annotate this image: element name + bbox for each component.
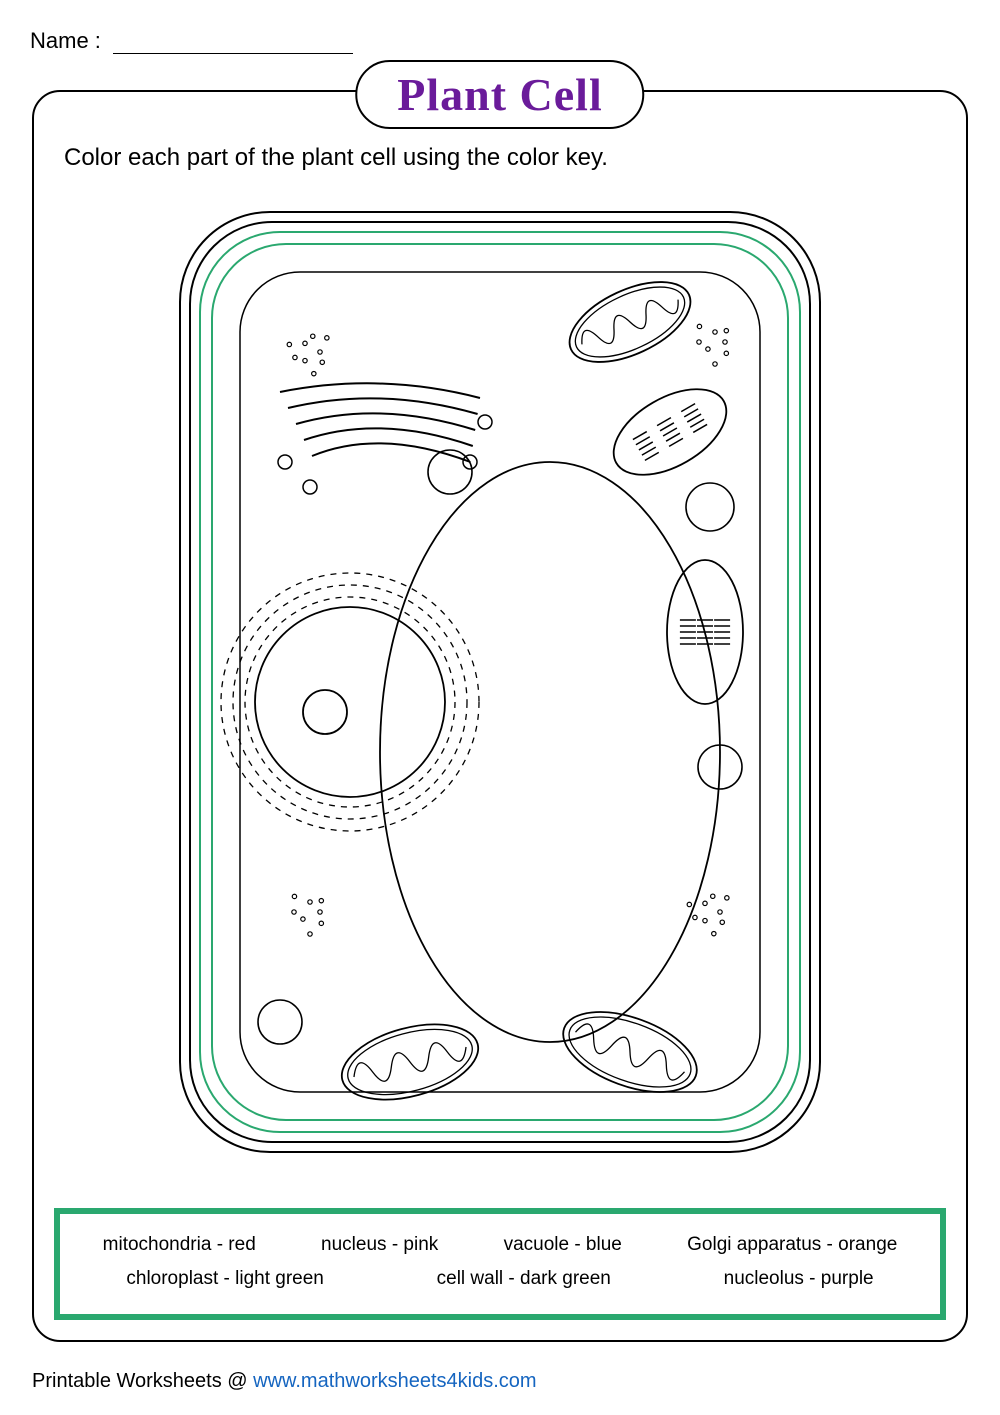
name-field-row: Name : [30,28,353,54]
key-item: Golgi apparatus - orange [687,1234,897,1256]
key-item: vacuole - blue [504,1234,622,1256]
footer-prefix: Printable Worksheets @ [32,1370,253,1392]
key-item: mitochondria - red [103,1234,256,1256]
footer: Printable Worksheets @ www.mathworksheet… [32,1370,537,1393]
name-input-line[interactable] [113,53,353,54]
name-label: Name : [30,28,101,53]
footer-link[interactable]: www.mathworksheets4kids.com [253,1370,536,1392]
key-item: nucleus - pink [321,1234,438,1256]
key-item: nucleolus - purple [724,1268,874,1290]
plant-cell-diagram [150,192,850,1172]
color-key-box: mitochondria - red nucleus - pink vacuol… [54,1208,946,1320]
color-key-row-1: mitochondria - red nucleus - pink vacuol… [70,1228,930,1262]
instruction-text: Color each part of the plant cell using … [64,144,608,172]
color-key-row-2: chloroplast - light green cell wall - da… [70,1262,930,1296]
key-item: chloroplast - light green [126,1268,324,1290]
key-item: cell wall - dark green [437,1268,611,1290]
page-title: Plant Cell [355,60,644,129]
worksheet-frame: Plant Cell Color each part of the plant … [32,90,968,1342]
